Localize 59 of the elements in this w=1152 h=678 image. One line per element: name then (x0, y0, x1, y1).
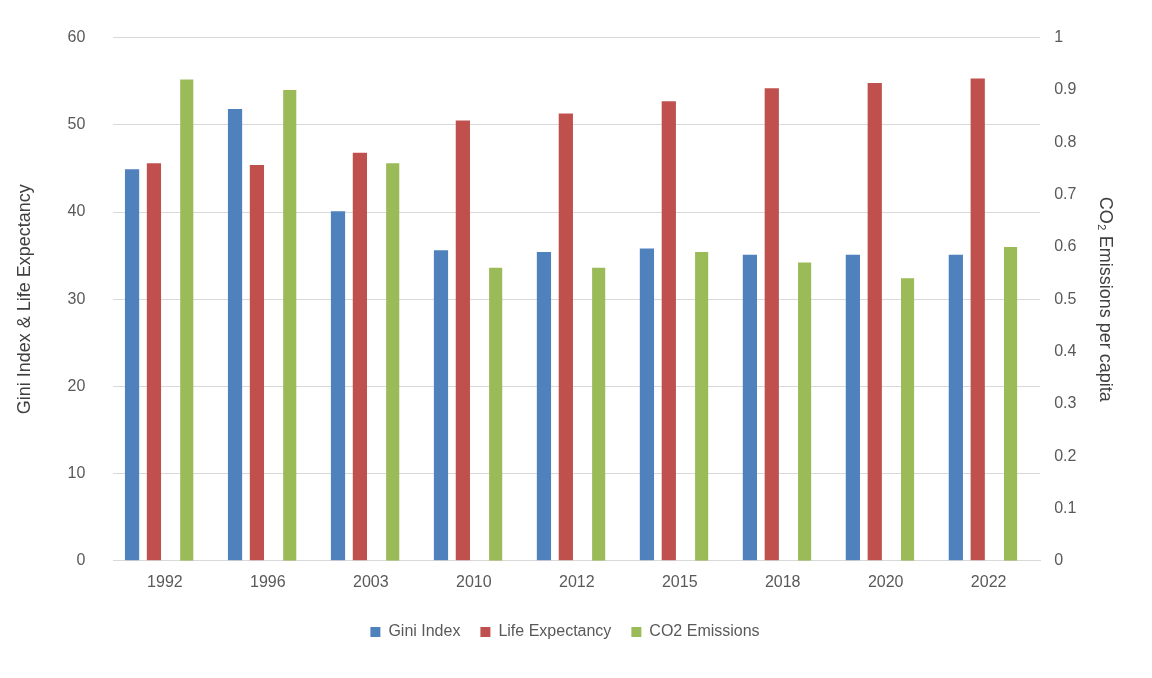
bar (146, 163, 162, 561)
legend-label: CO2 Emissions (649, 622, 760, 640)
bar (798, 262, 812, 561)
y2-axis-title: CO₂ Emissions per capita (1096, 196, 1117, 403)
bar (330, 211, 346, 561)
y-tick-label: 10 (67, 464, 86, 482)
bar (639, 248, 655, 561)
y-tick-label: 60 (67, 28, 86, 46)
x-tick-label: 2022 (970, 572, 1007, 590)
bar (845, 254, 860, 561)
legend-label: Life Expectancy (498, 622, 612, 640)
y-axis-title: Gini Index & Life Expectancy (13, 184, 34, 415)
bar (124, 169, 140, 561)
y2-tick-label: 0.1 (1054, 498, 1077, 516)
legend-label: Gini Index (388, 622, 461, 640)
bar (386, 163, 400, 561)
y2-tick-label: 0.7 (1054, 184, 1077, 202)
y2-tick-label: 0.4 (1054, 341, 1077, 359)
x-tick-label: 2018 (764, 572, 801, 590)
bar (180, 79, 194, 561)
bar (536, 252, 552, 561)
y2-tick-label: 0.2 (1054, 446, 1077, 464)
bar (592, 267, 606, 561)
x-tick-label: 2015 (661, 572, 698, 590)
x-tick-label: 1992 (147, 572, 183, 590)
x-tick-label: 2010 (456, 572, 492, 590)
bar (948, 254, 963, 561)
x-tick-label: 2020 (867, 572, 904, 590)
y2-tick-label: 0.8 (1054, 132, 1077, 150)
bar (867, 82, 882, 561)
y2-tick-label: 1 (1054, 28, 1064, 46)
bar (764, 88, 779, 561)
bar (433, 250, 449, 561)
y-tick-label: 50 (67, 115, 86, 133)
bar (742, 254, 758, 561)
x-tick-label: 1996 (250, 572, 286, 590)
y-tick-label: 20 (67, 376, 86, 394)
y2-tick-label: 0 (1054, 551, 1064, 569)
bar (249, 164, 265, 561)
bar (901, 278, 915, 561)
bar (661, 101, 676, 561)
y2-tick-label: 0.6 (1054, 237, 1077, 255)
y2-tick-label: 0.3 (1054, 394, 1077, 412)
bar (352, 152, 367, 561)
x-tick-label: 2003 (353, 572, 389, 590)
y2-tick-label: 0.5 (1054, 289, 1077, 307)
x-tick-label: 2012 (558, 572, 595, 590)
y-tick-label: 0 (76, 551, 86, 569)
bar (227, 109, 243, 561)
bar (695, 252, 709, 561)
bar (489, 267, 503, 561)
y-tick-label: 40 (67, 202, 86, 220)
bar (1003, 246, 1018, 561)
bar (455, 120, 470, 561)
bar (283, 89, 297, 561)
y-tick-label: 30 (67, 289, 86, 307)
y2-tick-label: 0.9 (1054, 80, 1077, 98)
bar (558, 113, 573, 561)
bar (970, 78, 985, 561)
